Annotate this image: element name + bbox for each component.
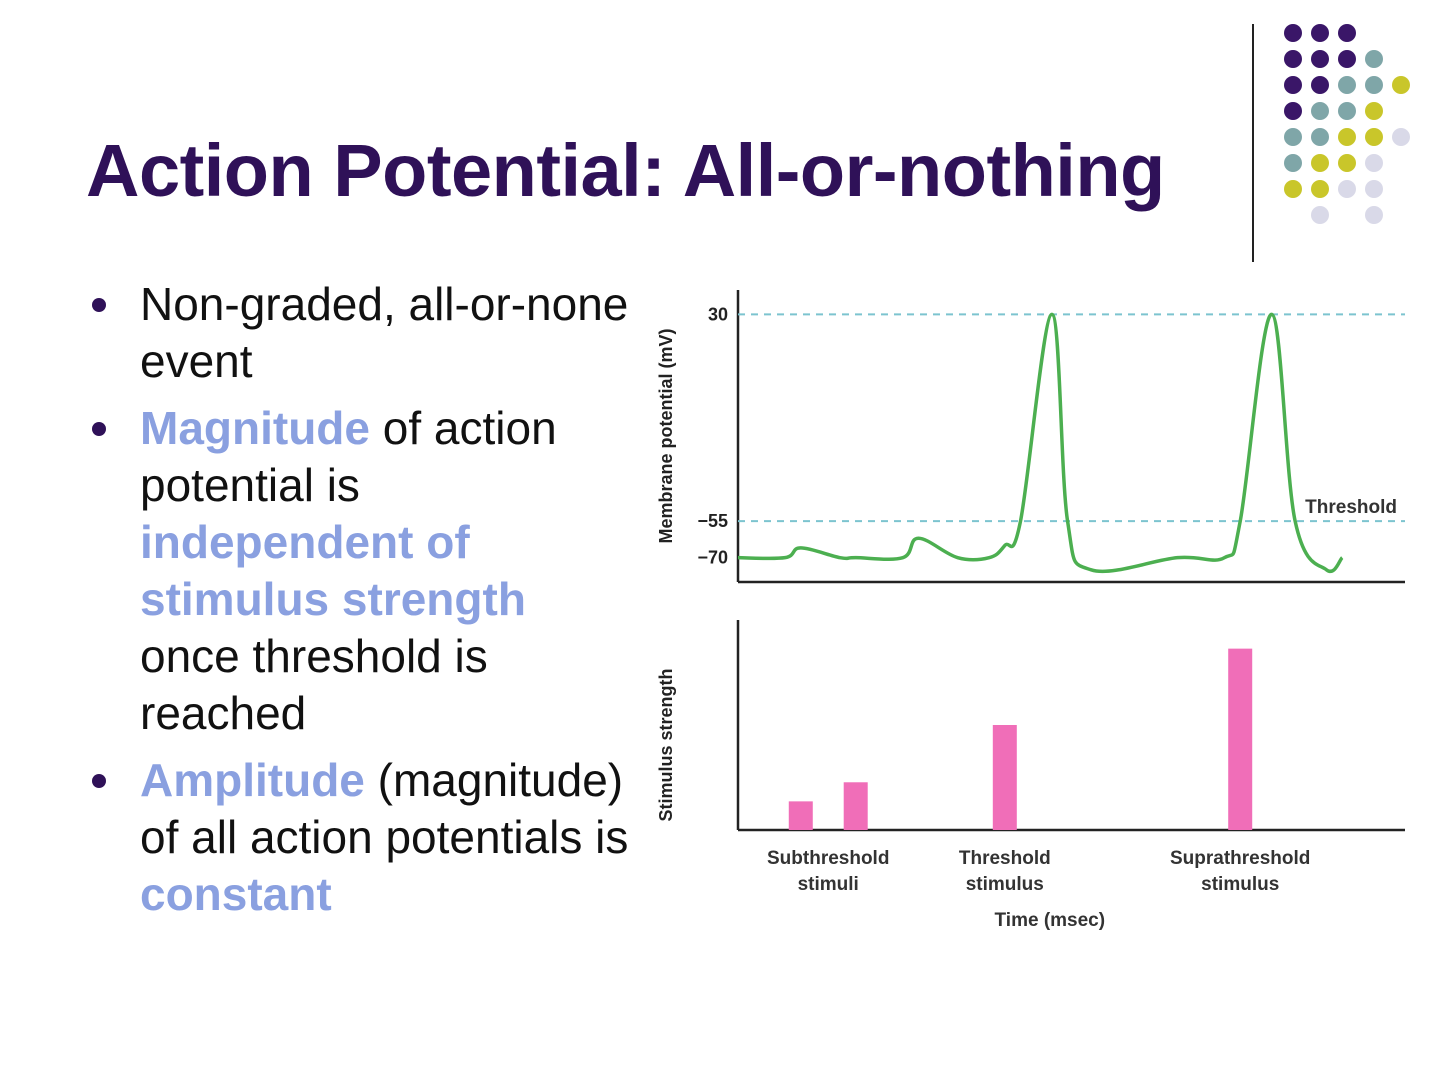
decor-dot: [1311, 102, 1329, 120]
decor-dot: [1284, 76, 1302, 94]
slide-title: Action Potential: All-or-nothing: [86, 129, 1165, 212]
membrane-potential-trace: [737, 312, 1344, 574]
bullet-item: Amplitude (magnitude) of all action pote…: [92, 752, 632, 923]
decor-dot: [1338, 128, 1356, 146]
decor-dot: [1311, 180, 1329, 198]
decor-dot: [1365, 76, 1383, 94]
bullet-item: Magnitude of action potential is indepen…: [92, 400, 632, 742]
decor-dot: [1311, 50, 1329, 68]
category-label: Suprathreshold stimulus: [1170, 848, 1310, 895]
category-label: Threshold stimulus: [959, 848, 1051, 895]
y-tick-label: −70: [697, 548, 728, 568]
bottom-x-axis-label: Time (msec): [995, 910, 1106, 931]
decor-dot: [1365, 50, 1383, 68]
decor-dot: [1365, 102, 1383, 120]
stimulus-bar: [843, 782, 868, 830]
decor-dot: [1338, 180, 1356, 198]
decor-dot: [1284, 180, 1302, 198]
decor-dot: [1338, 24, 1356, 42]
decor-dot: [1311, 154, 1329, 172]
decor-dot: [1284, 102, 1302, 120]
decor-dot: [1338, 76, 1356, 94]
y-tick-label: −55: [697, 511, 728, 531]
decor-dot: [1284, 50, 1302, 68]
stimulus-bar: [992, 725, 1017, 830]
bullet-text: once threshold is reached: [140, 630, 488, 739]
category-label: Subthreshold stimuli: [767, 848, 889, 895]
bullet-dot-icon: [92, 298, 106, 312]
bullet-highlight-text: constant: [140, 868, 332, 920]
bullet-text: (magnitude) of all action potentials is: [140, 754, 629, 863]
bullet-highlight-text: independent of stimulus strength: [140, 516, 526, 625]
decor-dot: [1392, 76, 1410, 94]
bottom-y-axis-label: Stimulus strength: [656, 668, 676, 821]
decor-dot: [1338, 102, 1356, 120]
bullet-highlight-text: Amplitude: [140, 754, 365, 806]
decor-dot: [1311, 206, 1329, 224]
membrane-potential-plot: Threshold 30 −55 −70 Membrane potential (mV): [656, 290, 1405, 584]
bullet-dot-icon: [92, 774, 106, 788]
bullet-highlight-text: Magnitude: [140, 402, 370, 454]
decor-dot: [1338, 154, 1356, 172]
y-tick-label: 30: [708, 304, 728, 324]
bullet-dot-icon: [92, 422, 106, 436]
bullet-text: of action potential is: [140, 402, 557, 511]
action-potential-chart: Threshold 30 −55 −70 Membrane potential (mV)…: [656, 290, 1405, 931]
decor-dot: [1311, 24, 1329, 42]
bullet-list: Non-graded, all-or-none event Magnitude o…: [92, 276, 632, 933]
decor-dot: [1365, 154, 1383, 172]
decor-dot: [1311, 128, 1329, 146]
stimulus-bar: [1228, 648, 1253, 830]
threshold-label: Threshold: [1305, 497, 1397, 518]
bullet-text: Non-graded, all-or-none event: [140, 278, 629, 387]
decor-dot: [1311, 76, 1329, 94]
decor-dot: [1392, 128, 1410, 146]
stimulus-strength-plot: Stimulus strength Subthreshold stimuli Thre…: [656, 620, 1405, 931]
bullet-item: Non-graded, all-or-none event: [92, 276, 632, 390]
decor-dot: [1284, 154, 1302, 172]
decor-dot: [1365, 180, 1383, 198]
title-divider: [1252, 24, 1254, 262]
decor-dot: [1284, 24, 1302, 42]
top-y-axis-label: Membrane potential (mV): [656, 328, 676, 543]
decor-dot: [1365, 128, 1383, 146]
decor-dot: [1365, 206, 1383, 224]
stimulus-bar: [788, 801, 813, 830]
decor-dot: [1338, 50, 1356, 68]
decor-dot: [1284, 128, 1302, 146]
